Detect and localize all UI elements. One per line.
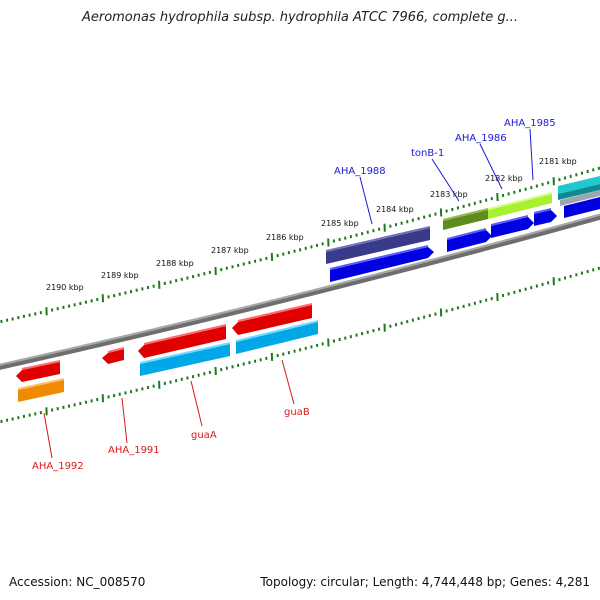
scale-label-2189: 2189 kbp bbox=[101, 271, 139, 280]
scale-label-2188: 2188 kbp bbox=[156, 259, 194, 268]
accession-text: Accession: NC_008570 bbox=[9, 575, 146, 589]
reverse-gene-labels: guaB guaA AHA_1991 AHA_1992 bbox=[32, 407, 310, 472]
scale-label-2183: 2183 kbp bbox=[430, 190, 468, 199]
gene-label-guab[interactable]: guaB bbox=[284, 407, 310, 418]
gene-guab-cyan-top bbox=[236, 320, 318, 342]
gene-aha1988-top bbox=[326, 226, 430, 252]
gene-tonb1-feature[interactable] bbox=[443, 210, 488, 230]
gene-aha1988-blue[interactable] bbox=[330, 247, 434, 282]
scale-label-2182: 2182 kbp bbox=[485, 174, 523, 183]
reverse-callouts bbox=[43, 359, 295, 459]
scale-label-2190: 2190 kbp bbox=[46, 283, 84, 292]
gene-tonb1-top bbox=[443, 208, 488, 221]
gene-guaa-top bbox=[144, 324, 226, 345]
callout-guab bbox=[281, 359, 295, 405]
scale-label-2181: 2181 kbp bbox=[539, 157, 577, 166]
gene-tonb1-blue[interactable] bbox=[447, 230, 492, 252]
genome-backbone bbox=[0, 213, 600, 370]
gene-aha1992-orange[interactable] bbox=[18, 380, 64, 402]
gene-aha1986-top bbox=[488, 192, 552, 210]
scale-label-2186: 2186 kbp bbox=[266, 233, 304, 242]
gene-edge-blue[interactable] bbox=[564, 197, 600, 218]
scale-label-2184: 2184 kbp bbox=[376, 205, 414, 214]
gene-aha1992-top bbox=[22, 360, 60, 370]
genome-backbone-highlight bbox=[0, 213, 600, 366]
map-title: Aeromonas hydrophila subsp. hydrophila A… bbox=[81, 10, 519, 25]
gene-aha1992-orange-top bbox=[18, 378, 64, 390]
forward-callouts bbox=[359, 128, 534, 225]
scale-label-2185: 2185 kbp bbox=[321, 219, 359, 228]
scale-labels: 2181 kbp 2182 kbp 2183 kbp 2184 kbp 2185… bbox=[46, 157, 577, 292]
gene-tonb1-blue-top bbox=[447, 228, 486, 240]
gene-guaa-cyan[interactable] bbox=[140, 344, 230, 376]
gene-guaa-cyan-top bbox=[140, 342, 230, 364]
callout-tonb1 bbox=[431, 158, 460, 202]
gene-guab-cyan[interactable] bbox=[236, 322, 318, 354]
gene-guab-top bbox=[238, 303, 312, 322]
reverse-scale-ticks bbox=[0, 266, 600, 424]
gene-label-aha1992[interactable]: AHA_1992 bbox=[32, 461, 84, 472]
gene-label-aha1985[interactable]: AHA_1985 bbox=[504, 118, 556, 129]
gene-aha1985-top bbox=[534, 208, 551, 214]
gene-aha1991-feature[interactable] bbox=[102, 349, 124, 364]
gene-label-tonb1[interactable]: tonB-1 bbox=[411, 148, 444, 159]
gene-aha1986-feature[interactable] bbox=[488, 194, 552, 219]
gene-aha1986-blue[interactable] bbox=[491, 217, 534, 238]
gene-aha1988-feature[interactable] bbox=[326, 228, 430, 264]
reverse-genes bbox=[16, 303, 318, 402]
gene-aha1991-top bbox=[108, 347, 124, 353]
gene-aha1984-shade bbox=[558, 184, 600, 200]
gene-aha1986-blue-top bbox=[491, 215, 528, 226]
genome-summary-text: Topology: circular; Length: 4,744,448 bp… bbox=[260, 575, 590, 589]
gene-aha1984-feature[interactable] bbox=[558, 176, 600, 194]
gene-guab-feature[interactable] bbox=[232, 305, 312, 335]
callout-aha1986 bbox=[479, 143, 503, 190]
callout-aha1988 bbox=[359, 176, 373, 225]
callout-guaa bbox=[190, 380, 203, 427]
gene-label-guaa[interactable]: guaA bbox=[191, 430, 217, 441]
forward-genes bbox=[326, 176, 600, 282]
gene-aha1988-blue-top bbox=[330, 245, 428, 270]
callout-aha1992 bbox=[43, 412, 53, 459]
gene-label-aha1991[interactable]: AHA_1991 bbox=[108, 445, 160, 456]
gene-aha1992-feature[interactable] bbox=[16, 362, 60, 382]
scale-label-2187: 2187 kbp bbox=[211, 246, 249, 255]
gene-aha1984-grey bbox=[560, 190, 600, 206]
callout-aha1985 bbox=[529, 128, 534, 181]
callout-aha1991 bbox=[121, 397, 128, 444]
forward-gene-labels: AHA_1985 AHA_1986 tonB-1 AHA_1988 bbox=[334, 118, 556, 177]
gene-label-aha1986[interactable]: AHA_1986 bbox=[455, 133, 507, 144]
gene-label-aha1988[interactable]: AHA_1988 bbox=[334, 166, 386, 177]
forward-scale-ticks bbox=[0, 166, 600, 324]
gene-aha1985-feature[interactable] bbox=[534, 210, 557, 226]
gene-guaa-feature[interactable] bbox=[138, 326, 226, 358]
